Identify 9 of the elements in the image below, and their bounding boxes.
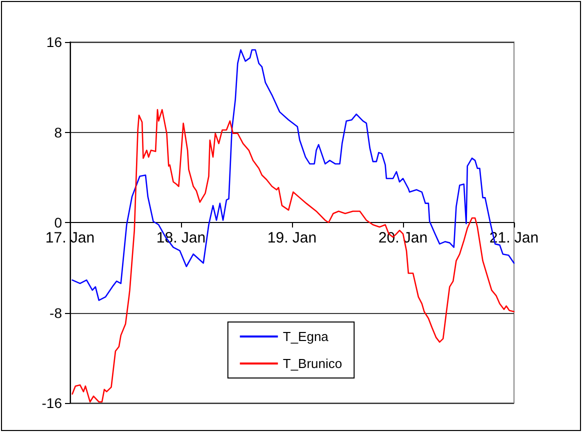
y-tick-label: -16 bbox=[42, 395, 62, 411]
legend-label: T_Egna bbox=[282, 329, 330, 344]
x-tick-label: 17. Jan bbox=[45, 230, 95, 246]
legend-label: T_Brunico bbox=[282, 356, 342, 371]
y-tick-label: -8 bbox=[50, 304, 62, 321]
x-tick-label: 19. Jan bbox=[267, 230, 317, 246]
y-tick-label: 0 bbox=[54, 214, 62, 230]
y-tick-label: 8 bbox=[54, 124, 62, 140]
y-tick-label: 16 bbox=[46, 34, 62, 50]
